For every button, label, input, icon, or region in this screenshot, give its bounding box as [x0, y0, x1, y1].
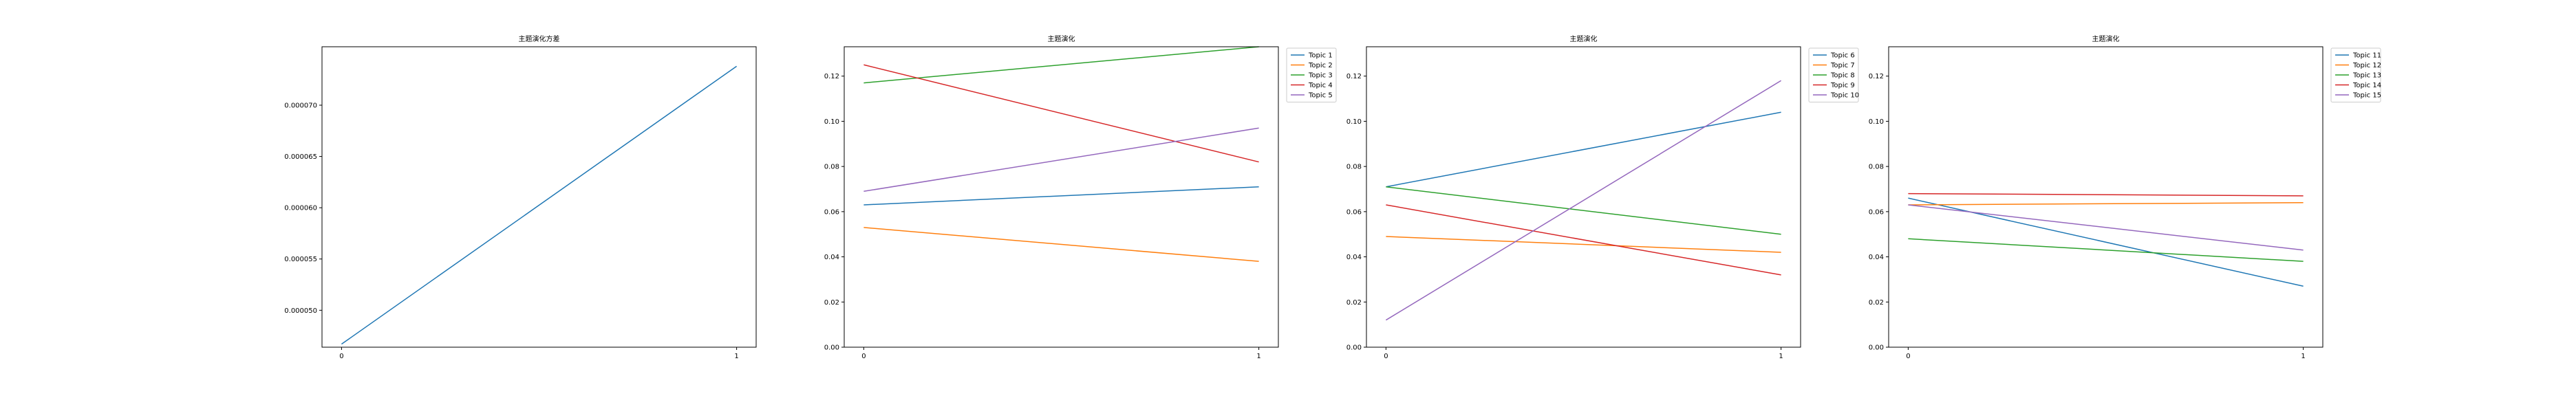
y-tick-label: 0.12: [1869, 73, 1884, 80]
series-line-topic-4: [863, 64, 1259, 163]
y-tick-label: 0.000070: [284, 102, 317, 110]
axes-frame: [1366, 46, 1801, 348]
series-line-topic-5: [863, 127, 1259, 192]
y-tick-label: 0.10: [1869, 118, 1884, 126]
legend-label: Topic 10: [1830, 92, 1859, 100]
y-tick-label: 0.10: [824, 118, 839, 126]
subplot-3: 主题演化 0 1 0.00 0.02 0.04 0.06 0.08 0.10 0.12 Topic …: [1346, 34, 1859, 360]
subplot-2: 主题演化 0 1 0.00 0.02 0.04 0.06 0.08 0.10 0.12 Topic …: [824, 34, 1337, 360]
x-tick-label: 1: [1256, 353, 1260, 360]
legend-label: Topic 3: [1308, 72, 1333, 80]
legend-frame: [1286, 47, 1337, 102]
legend: Topic 1 Topic 2 Topic 3 Topic 4 Topic 5: [1286, 47, 1337, 102]
legend-label: Topic 11: [2352, 52, 2381, 60]
legend-label: Topic 12: [2352, 62, 2381, 69]
y-tick-label: 0.06: [1346, 208, 1362, 216]
legend-frame: [1808, 47, 1859, 102]
x-tick-label: 1: [2301, 353, 2305, 360]
legend-label: Topic 1: [1308, 52, 1333, 60]
legend-label: Topic 13: [2352, 72, 2381, 80]
series-line-topic-7: [1386, 236, 1781, 253]
y-tick-label: 0.04: [1869, 254, 1884, 261]
legend-label: Topic 9: [1830, 82, 1855, 89]
series-line-topic-2: [863, 227, 1259, 262]
y-tick-label: 0.000055: [284, 256, 317, 263]
axes-frame: [321, 46, 757, 348]
y-tick-label: 0.00: [824, 344, 839, 352]
legend-frame: [2330, 47, 2381, 102]
legend-label: Topic 15: [2352, 92, 2381, 100]
y-tick-label: 0.06: [824, 208, 839, 216]
y-tick-label: 0.00: [1346, 344, 1362, 352]
legend-label: Topic 5: [1308, 92, 1333, 100]
series-line-topic-15: [1908, 204, 2304, 251]
y-tick-label: 0.08: [1869, 164, 1884, 171]
legend-label: Topic 6: [1830, 52, 1855, 60]
y-tick-label: 0.06: [1869, 208, 1884, 216]
chart-title: 主题演化: [1570, 34, 1598, 43]
legend-label: Topic 2: [1308, 62, 1333, 69]
legend-label: Topic 14: [2352, 82, 2381, 89]
y-tick-label: 0.00: [1869, 344, 1884, 352]
series-line-topic-3: [863, 46, 1259, 84]
series-line-topic-12: [1908, 201, 2304, 206]
legend: Topic 6 Topic 7 Topic 8 Topic 9 Topic 10: [1808, 47, 1859, 102]
x-tick-label: 1: [1779, 353, 1783, 360]
y-tick-label: 0.12: [824, 73, 839, 80]
y-tick-label: 0.08: [824, 164, 839, 171]
legend-label: Topic 7: [1830, 62, 1855, 69]
y-tick-label: 0.04: [1346, 254, 1362, 261]
series-line-topic-6: [1386, 111, 1781, 188]
y-tick-label: 0.04: [824, 254, 839, 261]
chart-title: 主题演化: [1048, 34, 1075, 43]
y-tick-label: 0.08: [1346, 164, 1362, 171]
chart-title: 主题演化: [2092, 34, 2120, 43]
series-line-topic-14: [1908, 192, 2304, 197]
series-line-topic-13: [1908, 238, 2304, 262]
series-line-topic-9: [1386, 204, 1781, 276]
legend-label: Topic 4: [1308, 82, 1333, 89]
y-tick-label: 0.000065: [284, 153, 317, 161]
chart-title: 主题演化方差: [519, 34, 560, 43]
x-tick-label: 0: [1906, 353, 1910, 360]
x-tick-label: 1: [734, 353, 738, 360]
y-tick-label: 0.10: [1346, 118, 1362, 126]
y-tick-label: 0.02: [1869, 299, 1884, 307]
x-tick-label: 0: [1384, 353, 1388, 360]
subplot-1: 主题演化方差 0 1 0.000050 0.000055 0.000060 0.000065…: [284, 34, 757, 360]
series-line-topic-10: [1386, 80, 1781, 321]
axes-frame: [1888, 46, 2323, 348]
y-tick-label: 0.02: [1346, 299, 1362, 307]
subplot-4: 主题演化 0 1 0.00 0.02 0.04 0.06 0.08 0.10 0.12 Topic …: [1869, 34, 2381, 360]
x-tick-label: 0: [861, 353, 866, 360]
y-tick-label: 0.000060: [284, 205, 317, 212]
series-line-topic-8: [1386, 186, 1781, 235]
legend: Topic 11 Topic 12 Topic 13 Topic 14 Topic 15: [2330, 47, 2381, 102]
y-tick-label: 0.02: [824, 299, 839, 307]
x-tick-label: 0: [339, 353, 343, 360]
y-tick-label: 0.000050: [284, 307, 317, 315]
axes-frame: [844, 46, 1279, 348]
series-line-1: [341, 65, 738, 345]
legend-label: Topic 8: [1830, 72, 1855, 80]
series-line-topic-1: [863, 186, 1259, 206]
y-tick-label: 0.12: [1346, 73, 1362, 80]
